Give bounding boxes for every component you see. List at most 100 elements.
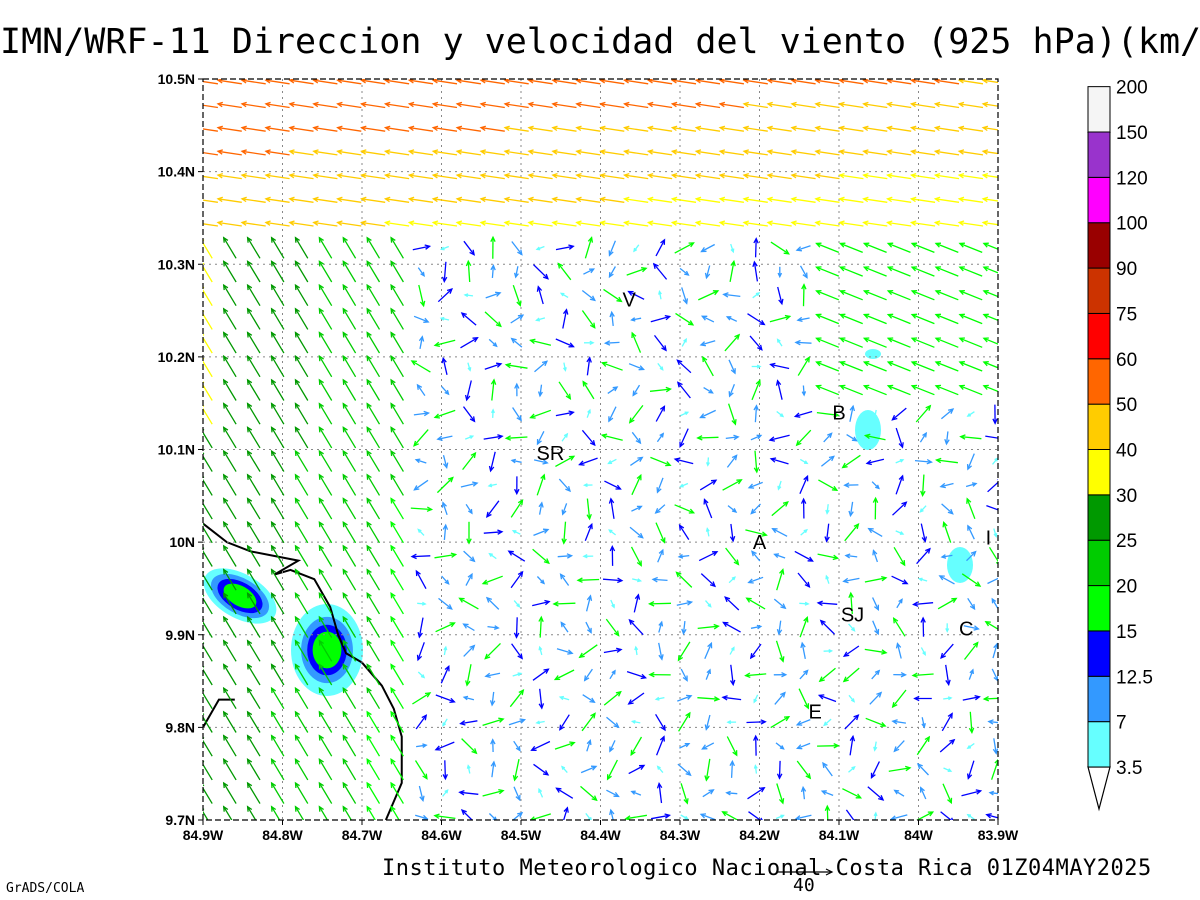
wind-vector <box>848 623 856 632</box>
wind-vector <box>815 384 840 396</box>
wind-vector <box>679 742 691 749</box>
place-label: SJ <box>841 604 864 626</box>
wind-vector <box>844 523 860 542</box>
wind-vector <box>933 149 960 156</box>
wind-vector <box>318 805 329 820</box>
wind-vector <box>934 266 959 277</box>
wind-vector <box>383 196 410 203</box>
wind-vector <box>222 402 237 425</box>
wind-vector <box>631 331 642 353</box>
wind-vector <box>360 196 386 203</box>
wind-vector <box>933 79 960 85</box>
wind-vector <box>775 814 785 820</box>
colorbar-label: 25 <box>1116 531 1137 552</box>
wind-vector <box>390 663 404 686</box>
wind-vector <box>986 504 998 511</box>
wind-vector <box>656 432 665 443</box>
wind-vector <box>722 621 741 633</box>
wind-vector <box>775 742 785 750</box>
colorbar-swatch <box>1087 449 1111 496</box>
wind-vector <box>270 615 285 638</box>
wind-vector <box>864 648 888 655</box>
wind-vector <box>342 402 357 425</box>
wind-vector <box>488 338 498 348</box>
wind-vector <box>312 149 338 156</box>
wind-vector <box>555 455 576 467</box>
wind-vector <box>439 316 450 321</box>
wind-vector <box>800 641 806 660</box>
wind-vector <box>891 407 907 421</box>
wind-vector <box>318 568 333 591</box>
wind-vector <box>407 172 434 180</box>
wind-vector <box>722 479 743 491</box>
wind-vector <box>911 672 934 678</box>
wind-vector <box>483 529 504 535</box>
wind-vector <box>342 544 357 567</box>
wind-vector <box>818 479 839 492</box>
wind-vector <box>915 404 932 423</box>
wind-vector <box>957 149 984 156</box>
wind-vector <box>842 577 860 584</box>
wind-vector <box>294 260 309 283</box>
wind-vector <box>413 315 430 323</box>
y-tick-label: 10.3N <box>158 256 195 272</box>
wind-vector <box>941 503 954 515</box>
wind-vector <box>654 696 665 701</box>
wind-vector <box>631 505 643 512</box>
wind-vector <box>920 647 926 656</box>
wind-vector <box>288 79 314 85</box>
wind-vector <box>599 101 625 109</box>
wind-vector <box>465 572 473 586</box>
wind-vector <box>822 761 833 777</box>
wind-vector <box>752 291 761 299</box>
wind-vector <box>886 196 912 203</box>
wind-vector <box>415 569 427 590</box>
wind-vector <box>434 552 458 559</box>
wind-vector <box>751 550 761 562</box>
wind-vector <box>839 384 863 396</box>
wind-vector <box>366 260 381 283</box>
wind-vector <box>603 340 620 346</box>
wind-vector <box>294 781 309 804</box>
wind-vector <box>742 149 768 156</box>
wind-vector <box>390 260 404 283</box>
wind-vector <box>727 505 738 513</box>
wind-vector <box>390 734 404 757</box>
wind-vector <box>886 125 912 132</box>
wind-vector <box>699 479 718 491</box>
wind-vector <box>203 760 213 781</box>
wind-vector <box>817 743 840 749</box>
wind-vector <box>776 760 783 780</box>
wind-vector <box>527 125 553 132</box>
wind-vector <box>770 241 790 255</box>
wind-vector <box>583 668 593 682</box>
wind-vector <box>222 497 237 520</box>
wind-vector <box>992 738 998 755</box>
wind-vector <box>383 125 410 132</box>
colorbar-label: 60 <box>1116 350 1137 371</box>
wind-vector <box>533 528 550 537</box>
wind-vector <box>967 524 975 540</box>
wind-vector <box>462 406 476 423</box>
wind-vector <box>442 718 448 727</box>
software-credit: GrADS/COLA <box>6 881 85 896</box>
wind-vector <box>342 568 357 591</box>
wind-vector <box>945 623 950 633</box>
wind-vector <box>742 220 768 227</box>
y-tick-label: 9.9N <box>165 627 195 643</box>
wind-vector <box>203 128 218 132</box>
wind-vector <box>415 814 429 820</box>
wind-vector <box>984 621 998 630</box>
wind-vector <box>407 101 434 109</box>
colorbar-label: 200 <box>1116 78 1148 99</box>
wind-vector <box>342 805 352 820</box>
wind-vector <box>366 805 376 820</box>
wind-vector <box>718 172 744 180</box>
wind-vector <box>862 101 888 109</box>
wind-vector <box>773 598 787 610</box>
wind-vector <box>441 575 450 585</box>
wind-vector <box>390 426 404 449</box>
wind-vector <box>203 381 213 401</box>
wind-vector <box>203 104 218 109</box>
wind-vector <box>680 411 690 417</box>
